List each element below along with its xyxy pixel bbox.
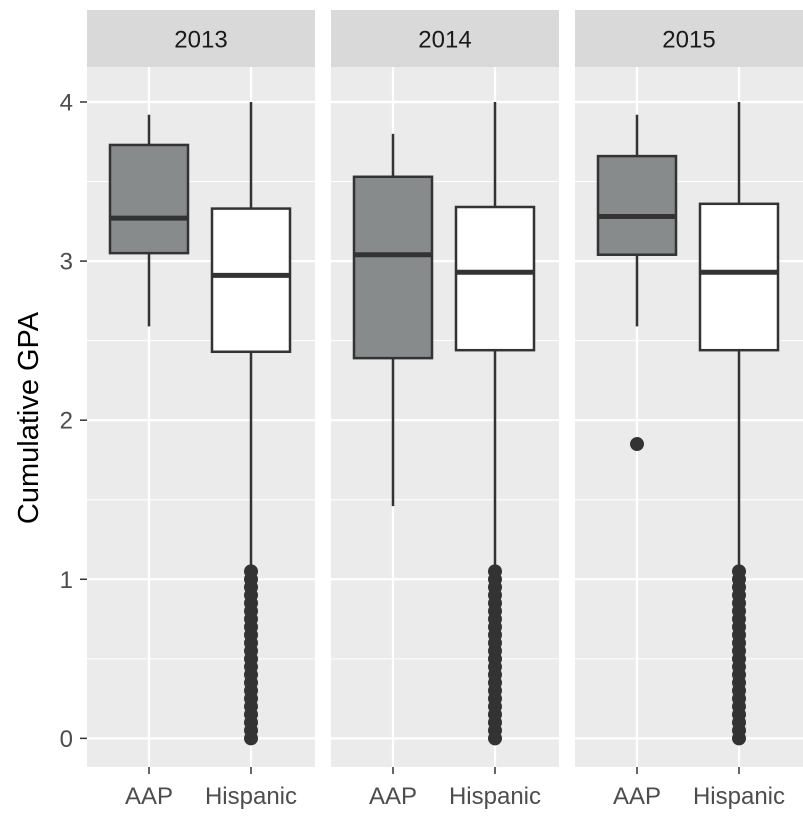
box-iqr [210,207,292,354]
y-tick-label: 4 [60,90,73,117]
x-tick-label: Hispanic [693,783,785,810]
facet-strip-label: 2013 [174,27,227,54]
y-tick-label: 1 [60,567,73,594]
facet-strip-label: 2014 [418,27,471,54]
x-tick-label: Hispanic [205,783,297,810]
box-iqr [454,205,536,352]
x-tick-label: AAP [369,783,417,810]
facet-strip [575,10,803,67]
box-iqr [352,175,434,360]
box-iqr [596,154,678,256]
y-tick-label: 3 [60,249,73,276]
facet-strip [87,10,315,67]
facet-panel-2015: 2015 AAP Hispanic [575,10,803,810]
facet-panel-2013: 2013 AAP Hispanic [87,10,315,810]
box-aap [108,114,190,327]
box-iqr [108,143,190,255]
x-tick-label: AAP [613,783,661,810]
box-iqr [698,202,780,352]
facet-panel-2014: 2014 AAP Hispanic [331,10,559,810]
facet-strip-label: 2015 [662,27,715,54]
y-axis-label: Cumulative GPA [13,311,45,524]
box-aap [596,114,678,452]
box-hispanic [454,102,536,746]
box-aap [352,133,434,507]
x-tick-label: AAP [125,783,173,810]
outlier-point [630,437,644,452]
x-tick-label: Hispanic [449,783,541,810]
box-hispanic [210,102,292,746]
facet-panels: 2013 AAP Hispanic 2014 AAP Hispanic 2015 AAP His… [87,10,803,810]
y-tick-label: 0 [60,726,73,753]
outlier-point [732,564,746,579]
outlier-point [244,564,258,579]
box-hispanic [698,102,780,746]
y-axis-ticks: 0 1 2 3 4 [60,90,87,753]
panel-background [331,67,559,767]
outlier-point [488,564,502,579]
facet-strip [331,10,559,67]
y-tick-label: 2 [60,408,73,435]
